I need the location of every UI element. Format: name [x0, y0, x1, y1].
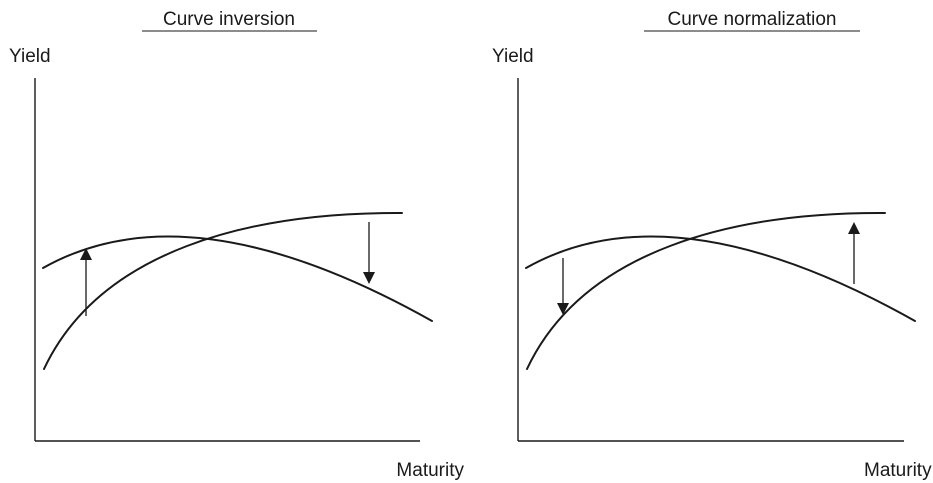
curve-inversion-panel: Curve inversion Yield Maturity: [0, 0, 466, 483]
curve-normalization-panel: Curve normalization Yield Maturity: [483, 0, 933, 483]
down-arrow-icon: [363, 272, 375, 284]
up-arrow-icon: [80, 248, 92, 260]
humped-yield-curve: [525, 235, 916, 322]
curve-inversion-diagram: Curve inversion Yield Maturity: [9, 9, 464, 481]
upward-yield-curve: [43, 211, 403, 370]
down-arrow-icon: [557, 303, 569, 315]
y-axis-label: Yield: [9, 46, 51, 67]
upward-yield-curve: [526, 211, 886, 370]
x-axis-label: Maturity: [864, 460, 932, 481]
panel-title: Curve normalization: [668, 9, 837, 30]
x-axis-label: Maturity: [396, 460, 464, 481]
y-axis-label: Yield: [492, 46, 534, 67]
up-arrow-icon: [848, 222, 860, 234]
panel-title: Curve inversion: [163, 9, 295, 30]
curve-normalization-diagram: Curve normalization Yield Maturity: [492, 9, 932, 481]
humped-yield-curve: [42, 235, 433, 322]
